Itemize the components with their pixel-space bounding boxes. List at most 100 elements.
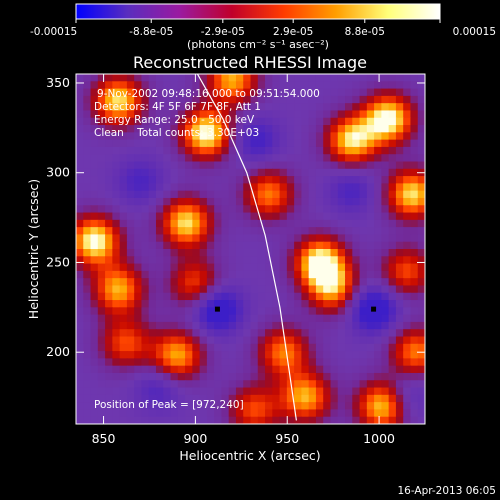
heatmap-cell (235, 176, 244, 184)
heatmap-cell (345, 81, 353, 90)
heatmap-cell (214, 95, 223, 104)
heatmap-cell (395, 278, 404, 287)
heatmap-cell (323, 161, 332, 170)
heatmap-cell (359, 81, 368, 90)
heatmap-cell (221, 256, 230, 265)
heatmap-cell (308, 176, 317, 184)
heatmap-cell (279, 278, 288, 287)
heatmap-cell (403, 307, 412, 316)
heatmap-cell (185, 256, 193, 265)
heatmap-cell (163, 249, 172, 257)
heatmap-cell (235, 358, 244, 367)
heatmap-cell (345, 270, 353, 279)
heatmap-cell (192, 219, 201, 228)
heatmap-cell (155, 409, 164, 418)
heatmap-cell (192, 241, 201, 250)
heatmap-cell (294, 176, 302, 184)
heatmap-cell (294, 219, 302, 228)
heatmap-cell (257, 176, 266, 184)
heatmap-cell (134, 372, 143, 381)
heatmap-cell (330, 402, 339, 411)
heatmap-cell (177, 416, 186, 424)
heatmap-cell (345, 380, 353, 389)
heatmap-cell (105, 358, 113, 367)
heatmap-cell (388, 387, 397, 396)
heatmap-cell (155, 307, 164, 316)
heatmap-cell (323, 394, 332, 403)
heatmap-cell (76, 154, 84, 163)
heatmap-cell (105, 117, 113, 126)
heatmap-cell (243, 402, 252, 411)
heatmap-cell (272, 307, 281, 316)
heatmap-cell (345, 95, 353, 104)
heatmap-cell (395, 103, 404, 112)
heatmap-cell (359, 205, 368, 214)
heatmap-cell (345, 343, 353, 352)
heatmap-cell (257, 154, 266, 163)
heatmap-cell (199, 372, 208, 381)
heatmap-cell (257, 329, 266, 338)
heatmap-cell (330, 161, 339, 170)
heatmap-cell (105, 139, 113, 148)
heatmap-cell (126, 183, 135, 192)
heatmap-cell (265, 110, 273, 119)
heatmap-cell (323, 117, 332, 126)
heatmap-cell (228, 314, 237, 323)
heatmap-cell (105, 307, 113, 316)
heatmap-cell (214, 416, 223, 424)
heatmap-cell (279, 88, 288, 97)
heatmap-cell (337, 336, 346, 345)
heatmap-cell (177, 227, 186, 236)
energy-range-annotation: Energy Range: 25.0 - 50.0 keV (94, 114, 255, 126)
heatmap-cell (126, 321, 135, 330)
heatmap-cell (199, 205, 208, 214)
heatmap-cell (352, 139, 361, 148)
heatmap-cell (170, 358, 179, 367)
heatmap-cell (185, 183, 193, 192)
heatmap-cell (155, 285, 164, 294)
heatmap-cell (192, 81, 201, 90)
heatmap-cell (395, 307, 404, 316)
heatmap-cell (352, 394, 361, 403)
x-axis-ticks: 850 900 950 1000 (92, 74, 395, 446)
heatmap-cell (243, 307, 252, 316)
heatmap-cell (345, 205, 353, 214)
heatmap-cell (228, 336, 237, 345)
heatmap-cell (105, 285, 113, 294)
heatmap-cell (126, 409, 135, 418)
heatmap-cell (126, 358, 135, 367)
heatmap-cell (257, 110, 266, 119)
heatmap-cell (185, 409, 193, 418)
heatmap-cell (126, 74, 135, 82)
heatmap-cell (381, 212, 390, 221)
heatmap-cell (192, 125, 201, 133)
heatmap-cell (257, 343, 266, 352)
heatmap-cell (279, 300, 288, 308)
heatmap-cell (352, 358, 361, 367)
heatmap-cell (410, 227, 419, 236)
heatmap-cell (97, 394, 106, 403)
heatmap-cell (214, 74, 223, 82)
heatmap-cell (250, 336, 259, 345)
heatmap-cell (250, 270, 259, 279)
heatmap-cell (112, 285, 121, 294)
heatmap-cell (395, 380, 404, 389)
heatmap-cell (388, 314, 397, 323)
heatmap-cell (381, 285, 390, 294)
heatmap-cell (112, 176, 121, 184)
heatmap-cell (83, 372, 92, 381)
heatmap-cell (301, 329, 310, 338)
heatmap-cell (228, 256, 237, 265)
heatmap-cell (250, 205, 259, 214)
heatmap-cell (235, 314, 244, 323)
heatmap-cell (272, 197, 281, 206)
heatmap-cell (214, 88, 223, 97)
heatmap-cell (214, 278, 223, 287)
heatmap-cell (301, 117, 310, 126)
heatmap-cell (366, 402, 375, 411)
heatmap-cell (374, 132, 382, 141)
heatmap-cell (323, 125, 332, 133)
heatmap-cell (337, 81, 346, 90)
heatmap-cell (148, 234, 157, 243)
heatmap-cell (105, 278, 113, 287)
